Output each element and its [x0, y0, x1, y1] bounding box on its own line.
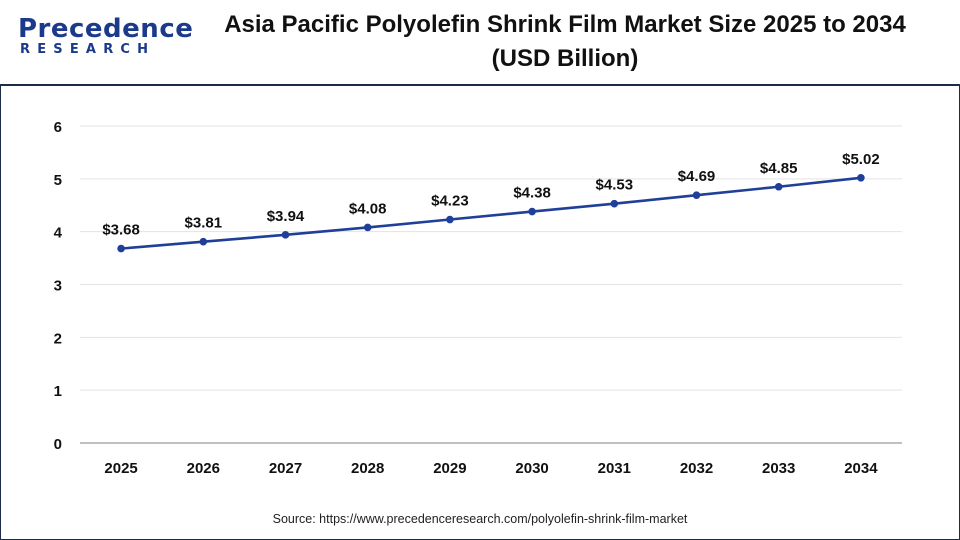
logo-wordmark: Precedence	[18, 14, 194, 44]
source-note: Source: https://www.precedenceresearch.c…	[272, 512, 688, 526]
chart-title-line1: Asia Pacific Polyolefin Shrink Film Mark…	[224, 11, 906, 38]
x-tick-label: 2027	[269, 460, 302, 477]
data-label: $4.53	[596, 177, 634, 194]
x-tick-label: 2029	[433, 460, 466, 477]
series-line	[120, 176, 862, 250]
x-tick-label: 2026	[187, 460, 220, 477]
x-tick-label: 2025	[104, 460, 137, 477]
brand-logo: Precedence RESEARCH	[18, 14, 193, 66]
data-label: $4.69	[678, 168, 716, 185]
data-point	[199, 237, 208, 246]
chart-title-line2: (USD Billion)	[491, 45, 639, 72]
data-point	[281, 231, 290, 239]
data-label: $5.02	[842, 151, 880, 168]
x-tick-label: 2033	[762, 460, 795, 477]
data-label: $4.38	[513, 185, 551, 202]
y-tick-label: 4	[54, 225, 63, 242]
y-tick-label: 0	[54, 436, 62, 453]
header-divider	[0, 84, 960, 86]
x-tick-label: 2031	[598, 460, 631, 477]
chart-area: 0 1 2 3 4 5 6 2025 2026 2027 2028 2029 2030 2031 2032 2…	[0, 86, 960, 540]
line-chart: 0 1 2 3 4 5 6 2025 2026 2027 2028 2029 2030 2031 2032 2…	[54, 119, 902, 477]
data-point	[117, 244, 125, 253]
data-label: $4.85	[760, 160, 798, 177]
logo-subtitle: RESEARCH	[20, 42, 156, 57]
y-tick-label: 5	[54, 172, 62, 189]
header: Precedence RESEARCH Asia Pacific Polyole…	[0, 0, 960, 84]
data-label: $3.81	[185, 215, 223, 232]
y-tick-label: 3	[54, 278, 62, 295]
x-tick-label: 2034	[844, 460, 878, 477]
x-tick-label: 2028	[351, 460, 384, 477]
x-tick-label: 2032	[680, 460, 713, 477]
y-tick-label: 6	[54, 119, 62, 136]
data-label: $4.23	[431, 193, 469, 210]
data-point	[692, 191, 701, 200]
y-tick-label: 1	[54, 383, 62, 400]
data-point	[857, 173, 865, 182]
chart-title: Asia Pacific Polyolefin Shrink Film Mark…	[180, 8, 950, 76]
data-label: $3.94	[267, 208, 305, 225]
data-label: $3.68	[102, 222, 140, 239]
x-tick-label: 2030	[515, 460, 548, 477]
data-point	[610, 199, 619, 208]
data-point	[774, 182, 783, 191]
data-point	[446, 215, 454, 224]
data-point	[363, 223, 372, 232]
y-tick-label: 2	[54, 330, 62, 347]
data-point	[528, 207, 536, 216]
data-label: $4.08	[349, 200, 387, 217]
